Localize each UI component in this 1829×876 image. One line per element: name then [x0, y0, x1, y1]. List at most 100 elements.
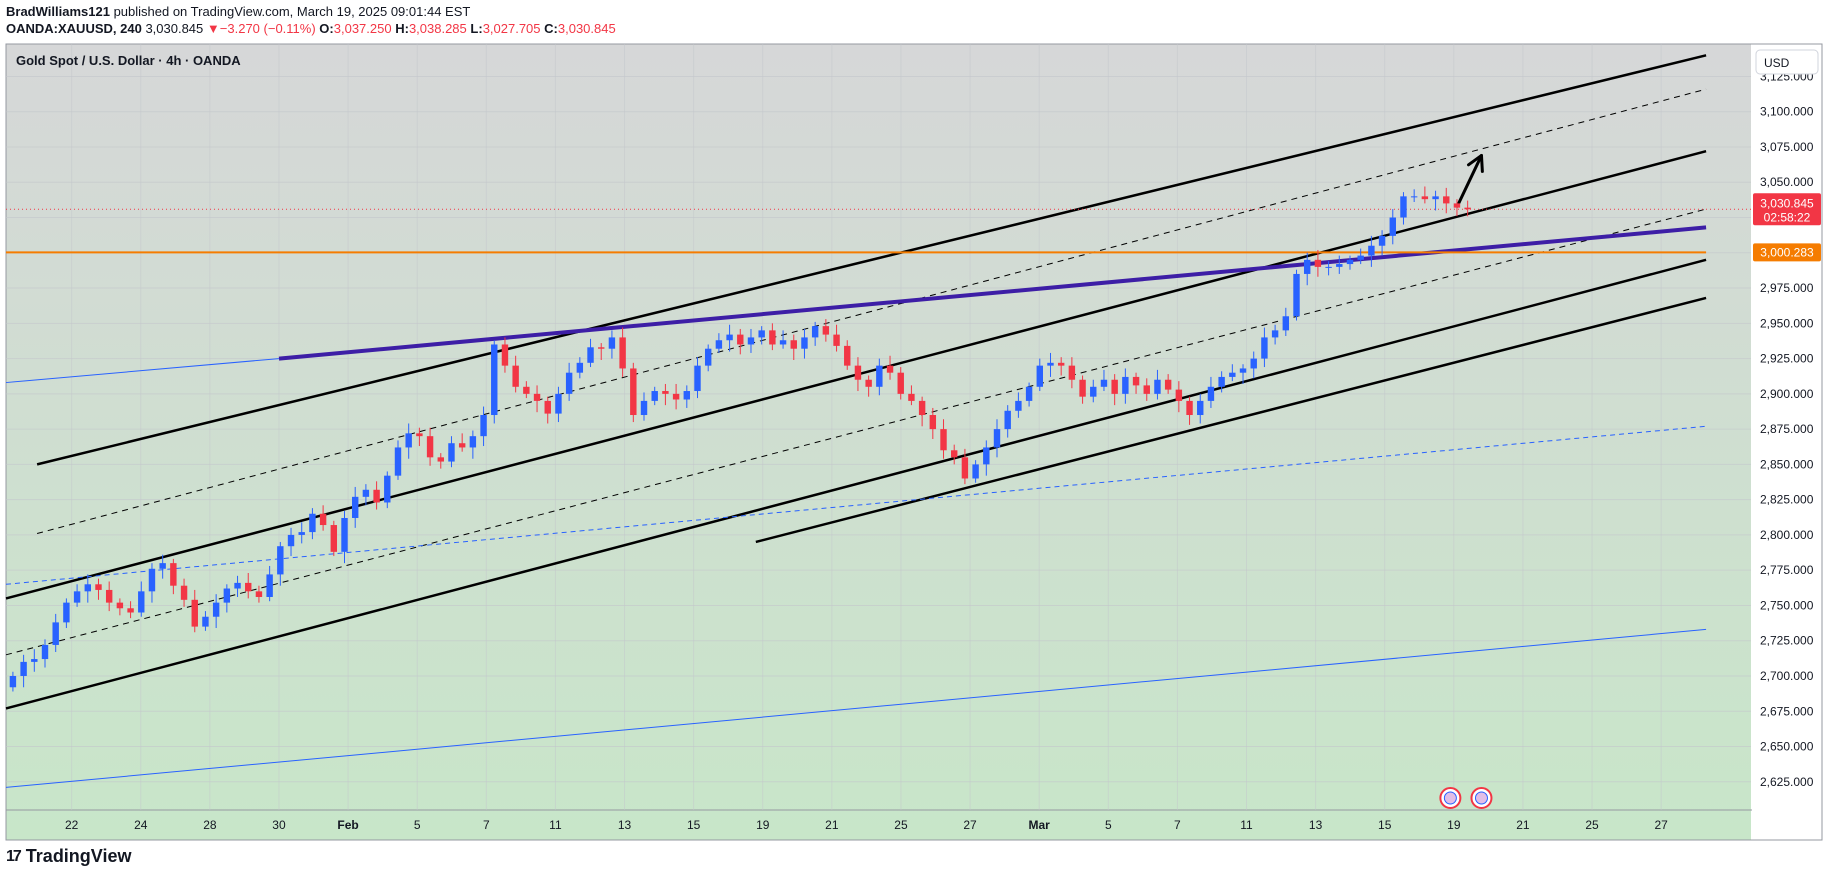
candle-body[interactable]: [170, 563, 177, 586]
candle-body[interactable]: [1400, 196, 1407, 218]
candle-body[interactable]: [619, 337, 626, 369]
candle-body[interactable]: [319, 513, 327, 526]
candle-body[interactable]: [747, 337, 755, 345]
candle-body[interactable]: [1325, 266, 1332, 268]
candle-body[interactable]: [255, 591, 263, 597]
candle-body[interactable]: [105, 589, 113, 603]
candle-body[interactable]: [555, 393, 562, 414]
candle-body[interactable]: [212, 602, 220, 617]
candle-body[interactable]: [1293, 273, 1300, 317]
candle-body[interactable]: [9, 675, 17, 688]
candle-body[interactable]: [63, 602, 70, 623]
candle-body[interactable]: [1132, 376, 1140, 386]
candle-body[interactable]: [715, 340, 723, 349]
candle-body[interactable]: [1207, 386, 1215, 401]
candle-body[interactable]: [373, 489, 380, 503]
candle-body[interactable]: [1068, 365, 1076, 380]
candle-body[interactable]: [993, 429, 1001, 448]
candle-body[interactable]: [512, 365, 519, 387]
candle-body[interactable]: [1368, 245, 1375, 256]
candle-body[interactable]: [31, 659, 38, 662]
candle-body[interactable]: [1218, 376, 1225, 387]
candle-body[interactable]: [138, 591, 145, 613]
candle-body[interactable]: [801, 337, 808, 349]
candle-body[interactable]: [1015, 400, 1022, 411]
candle-body[interactable]: [1357, 255, 1364, 260]
candle-body[interactable]: [918, 400, 926, 416]
candle-body[interactable]: [234, 582, 241, 589]
candle-body[interactable]: [576, 362, 584, 373]
candle-body[interactable]: [1004, 410, 1011, 430]
candle-body[interactable]: [394, 447, 402, 476]
candle-body[interactable]: [1421, 196, 1429, 200]
candle-body[interactable]: [405, 433, 412, 448]
candle-body[interactable]: [897, 372, 904, 394]
candle-body[interactable]: [1025, 386, 1033, 401]
candle-body[interactable]: [1229, 372, 1236, 377]
candle-body[interactable]: [309, 513, 316, 533]
plot-background[interactable]: [6, 44, 1751, 840]
candle-body[interactable]: [1111, 379, 1118, 394]
candle-body[interactable]: [20, 661, 27, 676]
candle-body[interactable]: [491, 344, 498, 416]
candle-body[interactable]: [1282, 316, 1290, 331]
candle-body[interactable]: [1336, 264, 1343, 267]
candle-body[interactable]: [41, 644, 49, 660]
candle-body[interactable]: [95, 584, 102, 590]
candle-body[interactable]: [384, 475, 391, 503]
candle-body[interactable]: [608, 337, 616, 349]
candle-body[interactable]: [1036, 365, 1043, 387]
economic-event-flag-icon[interactable]: [1470, 787, 1493, 809]
candle-body[interactable]: [1378, 235, 1386, 246]
candle-body[interactable]: [951, 450, 958, 458]
candle-body[interactable]: [501, 344, 509, 366]
candle-body[interactable]: [1250, 358, 1257, 369]
candle-body[interactable]: [833, 334, 840, 346]
candle-body[interactable]: [769, 330, 776, 345]
candle-body[interactable]: [298, 532, 305, 535]
candle-body[interactable]: [1143, 385, 1150, 394]
candle-body[interactable]: [672, 393, 680, 400]
candle-body[interactable]: [416, 433, 423, 437]
candle-body[interactable]: [1175, 389, 1183, 401]
candle-body[interactable]: [865, 379, 872, 387]
candle-body[interactable]: [1047, 362, 1054, 366]
candle-body[interactable]: [84, 584, 91, 592]
candle-body[interactable]: [598, 347, 605, 349]
candle-body[interactable]: [1186, 400, 1193, 416]
candle-body[interactable]: [908, 393, 915, 401]
candle-body[interactable]: [448, 443, 455, 462]
candle-body[interactable]: [458, 443, 466, 448]
candle-body[interactable]: [565, 372, 573, 394]
candle-body[interactable]: [1154, 379, 1161, 394]
candle-body[interactable]: [630, 368, 637, 416]
tradingview-footer[interactable]: 17 TradingView: [6, 846, 132, 867]
candle-body[interactable]: [469, 436, 477, 448]
candle-body[interactable]: [1090, 386, 1097, 397]
candle-body[interactable]: [277, 546, 284, 575]
candle-body[interactable]: [876, 365, 883, 387]
candle-body[interactable]: [245, 582, 252, 592]
candle-body[interactable]: [1410, 196, 1418, 198]
candle-body[interactable]: [266, 574, 273, 597]
candle-body[interactable]: [737, 334, 744, 345]
candle-body[interactable]: [544, 400, 551, 414]
candle-body[interactable]: [1122, 376, 1129, 394]
candle-body[interactable]: [854, 365, 862, 380]
economic-event-flag-icon[interactable]: [1439, 787, 1462, 809]
candle-body[interactable]: [886, 365, 894, 373]
candle-body[interactable]: [961, 457, 969, 479]
candle-body[interactable]: [811, 326, 819, 338]
candle-body[interactable]: [940, 429, 947, 451]
candle-body[interactable]: [1100, 379, 1108, 387]
candle-body[interactable]: [437, 457, 444, 462]
candle-body[interactable]: [1453, 203, 1461, 208]
candle-body[interactable]: [116, 602, 124, 609]
price-axis[interactable]: [1752, 44, 1822, 840]
candle-body[interactable]: [822, 326, 830, 335]
candle-body[interactable]: [1314, 259, 1322, 267]
candle-body[interactable]: [640, 400, 648, 416]
candle-body[interactable]: [587, 347, 594, 363]
candle-body[interactable]: [1057, 362, 1065, 366]
